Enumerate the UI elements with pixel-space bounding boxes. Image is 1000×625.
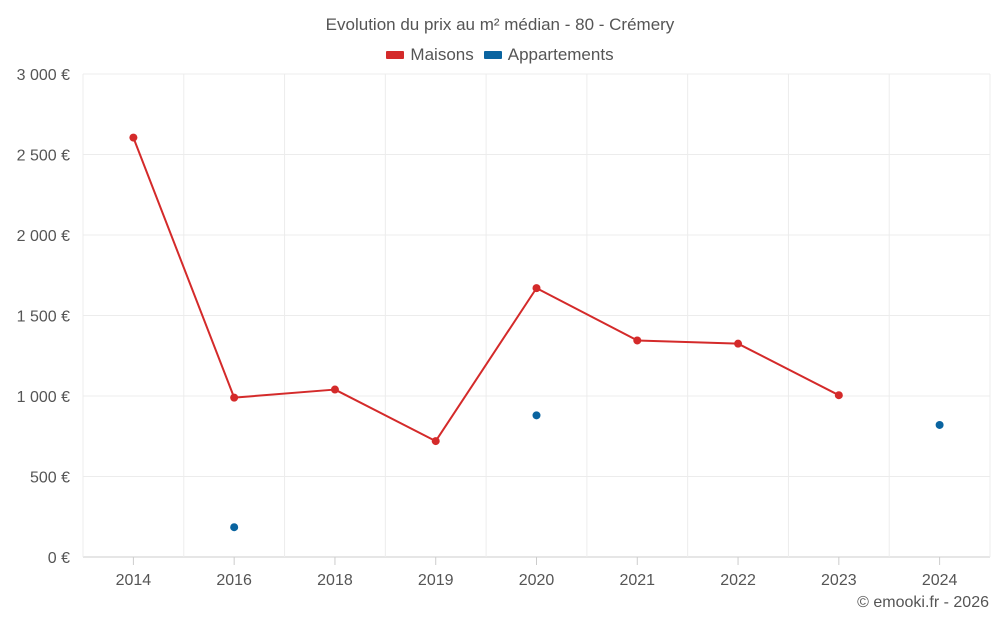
data-point-maisons [431, 437, 440, 446]
data-point-maisons [734, 339, 743, 348]
x-tick-label: 2016 [216, 572, 252, 589]
grid [82, 73, 991, 558]
y-tick-label: 1 500 € [17, 309, 70, 326]
data-point-maisons [230, 393, 239, 402]
x-tick-label: 2020 [519, 572, 555, 589]
x-tick-label: 2022 [720, 572, 756, 589]
y-tick-label: 2 500 € [17, 148, 70, 165]
legend: Maisons Appartements [0, 45, 1000, 65]
data-point-appartements [935, 420, 944, 429]
legend-swatch-appartements [483, 51, 502, 59]
series-layer [129, 133, 944, 532]
legend-label-maisons: Maisons [410, 45, 474, 64]
y-tick-label: 2 000 € [17, 228, 70, 245]
x-tick-label: 2021 [619, 572, 655, 589]
series-line-maisons [132, 137, 840, 443]
x-tick-label: 2014 [116, 572, 152, 589]
x-tick-label: 2018 [317, 572, 353, 589]
data-point-maisons [834, 391, 843, 400]
y-axis: 0 € 500 € 1 000 € 1 500 € 2 000 € 2 500 € 3 00… [17, 67, 70, 567]
data-point-maisons [330, 385, 339, 394]
data-point-appartements [230, 523, 239, 532]
legend-swatch-maisons [386, 51, 405, 59]
data-point-maisons [633, 336, 642, 345]
chart-title: Evolution du prix au m² médian - 80 - Cr… [325, 15, 675, 34]
data-point-maisons [532, 284, 541, 293]
legend-item-maisons[interactable]: Maisons [386, 45, 474, 65]
legend-label-appartements: Appartements [507, 45, 614, 64]
data-point-appartements [532, 411, 541, 420]
x-tick-label: 2024 [922, 572, 958, 589]
legend-item-appartements[interactable]: Appartements [483, 45, 614, 65]
x-tick-label: 2019 [418, 572, 454, 589]
x-tick-label: 2023 [821, 572, 857, 589]
y-tick-label: 0 € [48, 550, 70, 567]
credit-text: © emooki.fr - 2026 [857, 594, 989, 611]
y-tick-label: 500 € [30, 470, 70, 487]
data-point-maisons [129, 133, 138, 142]
x-axis: 2014 2016 2018 2019 2020 2021 2022 2023 2024 [116, 557, 958, 589]
y-tick-label: 3 000 € [17, 67, 70, 84]
y-tick-label: 1 000 € [17, 389, 70, 406]
